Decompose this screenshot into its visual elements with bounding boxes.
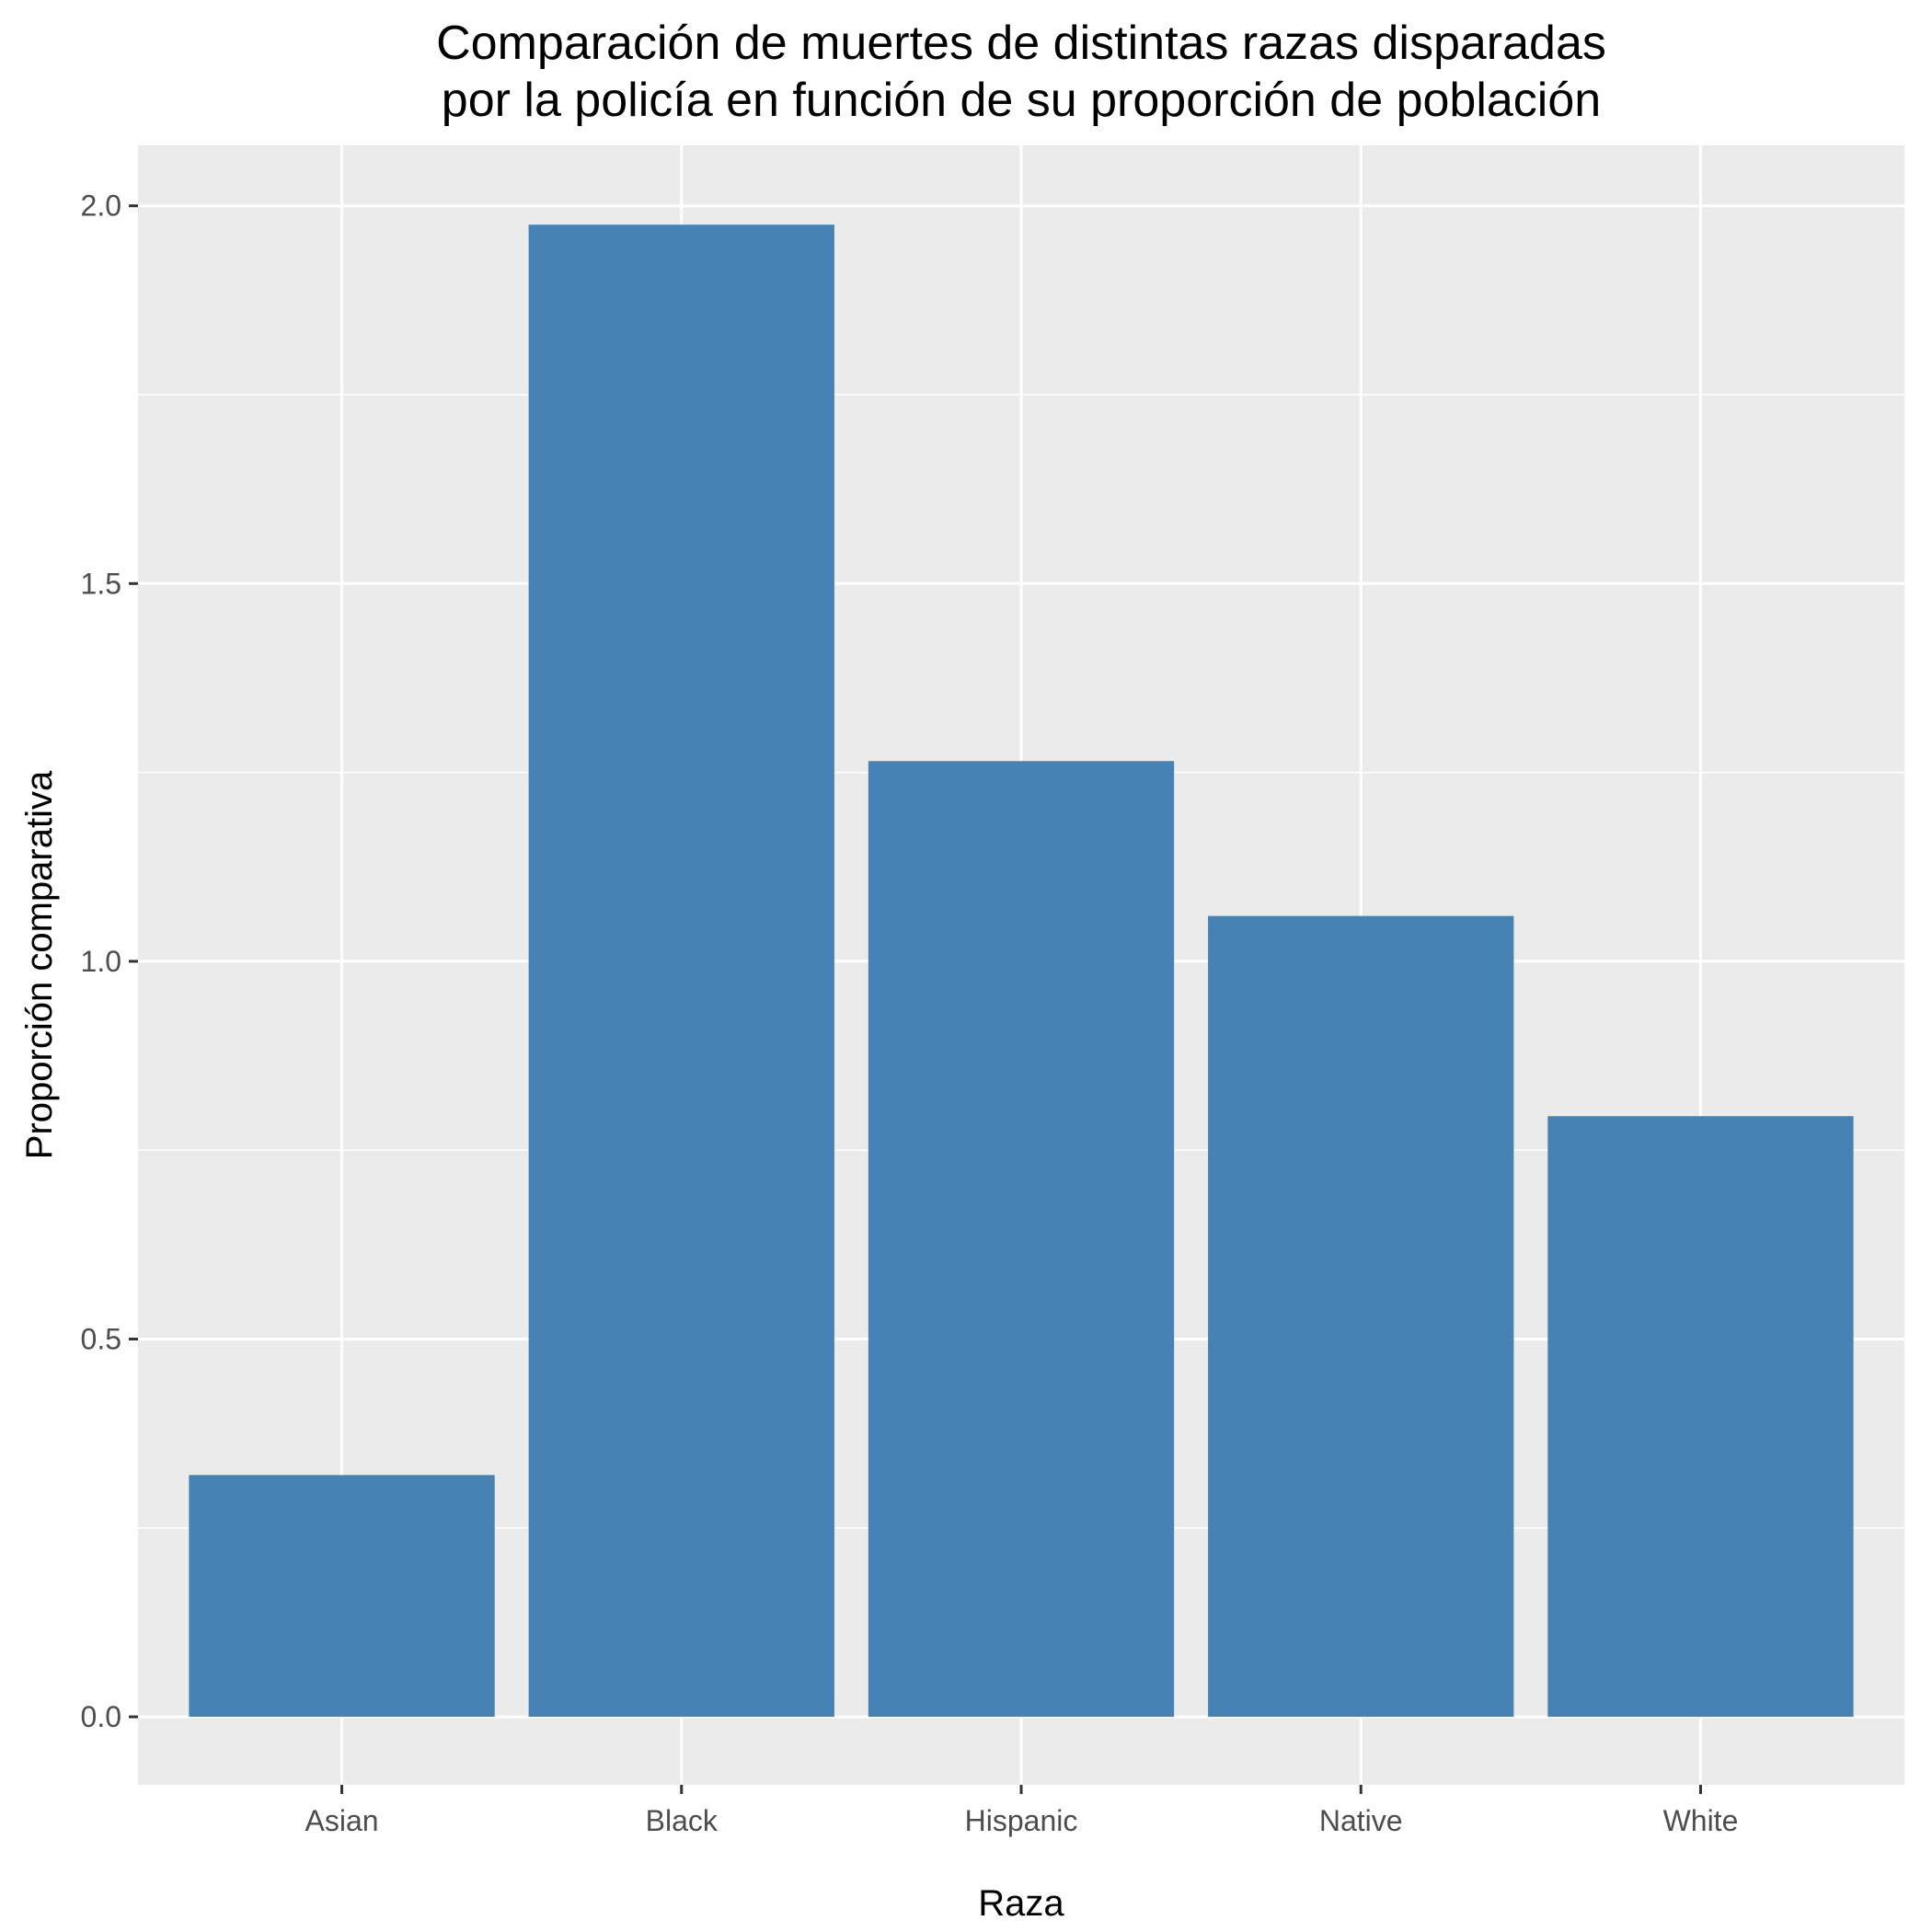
x-tick-label-white: White [1663, 1804, 1739, 1837]
x-tick-label-native: Native [1319, 1804, 1403, 1837]
y-tick-label: 0.5 [81, 1322, 121, 1355]
chart-title: Comparación de muertes de distintas raza… [436, 17, 1606, 127]
chart-title-text: Comparación de muertes de distintas raza… [436, 17, 1606, 127]
y-axis-title: Proporción comparativa [19, 770, 60, 1159]
x-axis: Asian Black Hispanic Native White [305, 1785, 1739, 1837]
y-tick-label: 2.0 [81, 190, 121, 223]
bar-white [1547, 1116, 1854, 1718]
y-tick-label: 1.0 [81, 945, 121, 978]
bar-black [528, 224, 834, 1718]
x-tick-label-black: Black [646, 1804, 719, 1837]
chart-title-line: Comparación de muertes de distintas raza… [436, 17, 1606, 70]
y-axis: 0.0 0.5 1.0 1.5 2.0 [81, 190, 138, 1733]
bar-asian [189, 1475, 495, 1718]
bar-hispanic [868, 761, 1175, 1718]
y-tick-label: 0.0 [81, 1700, 121, 1733]
x-axis-title: Raza [978, 1883, 1064, 1924]
x-tick-label-asian: Asian [305, 1804, 379, 1837]
bars [189, 224, 1854, 1718]
x-tick-label-hispanic: Hispanic [965, 1804, 1078, 1837]
y-tick-label: 1.5 [81, 567, 121, 600]
bar-native [1208, 915, 1514, 1718]
chart-title-line: por la policía en función de su proporci… [442, 74, 1601, 127]
